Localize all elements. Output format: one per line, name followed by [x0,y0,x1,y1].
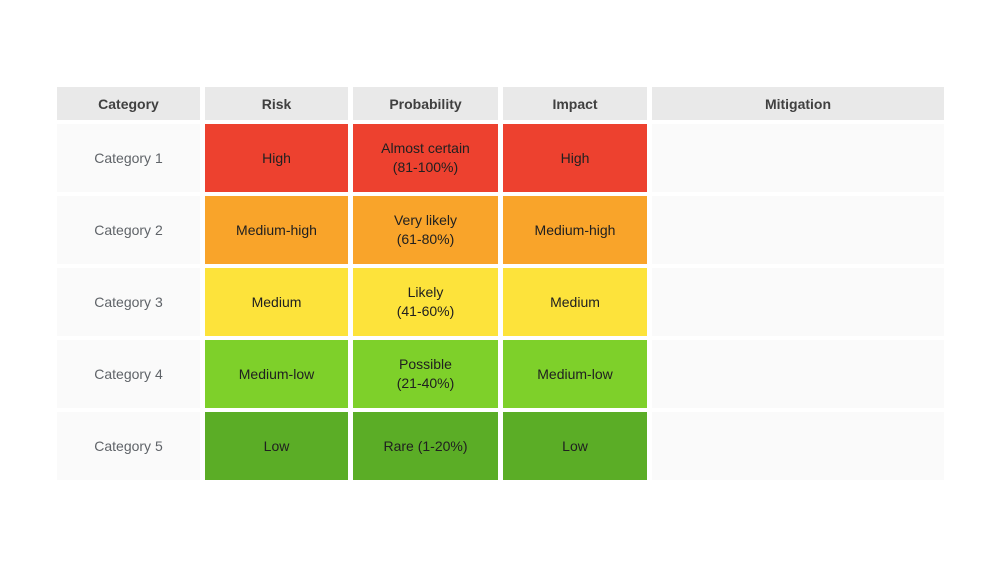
probability-cell: Likely (41-60%) [353,268,498,336]
probability-cell: Very likely (61-80%) [353,196,498,264]
probability-label: Rare (1-20%) [383,437,468,454]
category-cell: Category 1 [57,124,200,192]
category-cell: Category 3 [57,268,200,336]
probability-range: (41-60%) [396,303,455,319]
column-header-probability: Probability [353,87,498,120]
probability-text: Likely (41-60%) [397,283,455,321]
mitigation-cell [652,196,944,264]
impact-cell: Medium-low [503,340,647,408]
risk-cell: Medium-high [205,196,348,264]
probability-text: Very likely (61-80%) [394,211,457,249]
probability-label: Very likely [393,212,458,228]
column-header-impact: Impact [503,87,647,120]
mitigation-cell [652,412,944,480]
column-header-mitigation: Mitigation [652,87,944,120]
column-header-category: Category [57,87,200,120]
probability-range: (61-80%) [396,231,455,247]
column-header-risk: Risk [205,87,348,120]
probability-label: Almost certain [381,140,470,156]
risk-matrix-table: Category Risk Probability Impact Mitigat… [57,87,944,480]
impact-cell: Medium-high [503,196,647,264]
mitigation-cell [652,340,944,408]
probability-label: Possible [399,356,452,372]
risk-cell: High [205,124,348,192]
probability-range: (81-100%) [392,159,459,175]
mitigation-cell [652,124,944,192]
probability-range: (21-40%) [396,375,455,391]
impact-cell: Medium [503,268,647,336]
risk-cell: Low [205,412,348,480]
mitigation-cell [652,268,944,336]
probability-cell: Rare (1-20%) [353,412,498,480]
impact-cell: Low [503,412,647,480]
probability-cell: Possible (21-40%) [353,340,498,408]
risk-cell: Medium [205,268,348,336]
impact-cell: High [503,124,647,192]
probability-text: Almost certain (81-100%) [381,139,470,177]
category-cell: Category 2 [57,196,200,264]
probability-cell: Almost certain (81-100%) [353,124,498,192]
probability-label: Likely [407,284,444,300]
probability-text: Possible (21-40%) [397,355,455,393]
category-cell: Category 5 [57,412,200,480]
risk-cell: Medium-low [205,340,348,408]
category-cell: Category 4 [57,340,200,408]
probability-text: Rare (1-20%) [383,437,467,456]
